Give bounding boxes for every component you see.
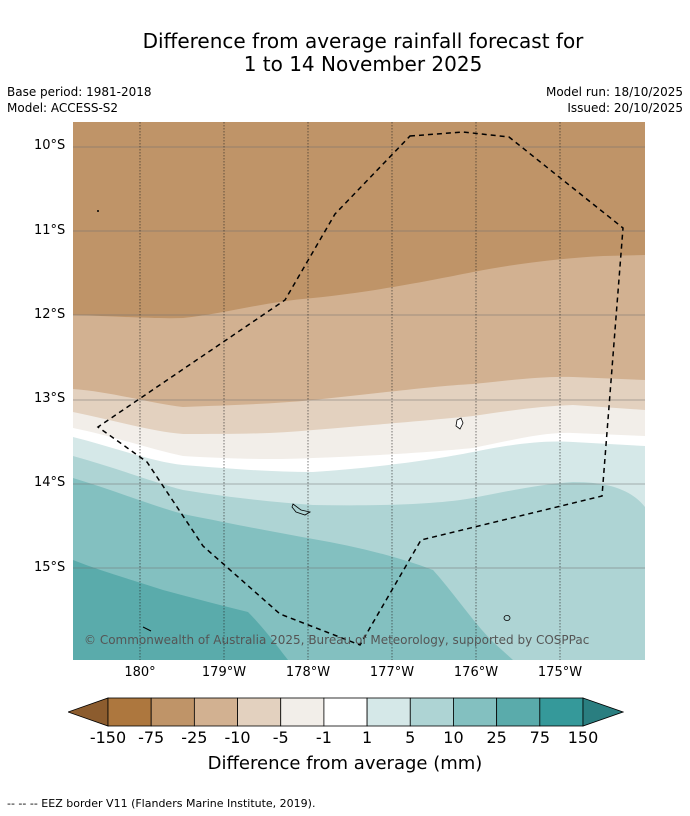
- colorbar-under: [68, 697, 109, 727]
- lat-label-15s: 15°S: [34, 560, 66, 575]
- colorbar-cell: [193, 697, 238, 727]
- lon-label-178w: 178°W: [285, 665, 331, 680]
- lon-label-177w: 177°W: [369, 665, 415, 680]
- model-name: Model: ACCESS-S2: [7, 101, 119, 115]
- base-period: Base period: 1981-2018: [7, 85, 152, 99]
- island-central: [291, 503, 312, 516]
- lon-label-175w: 175°W: [537, 665, 583, 680]
- colorbar-over: [582, 697, 624, 727]
- map-title: Difference from average rainfall forecas…: [0, 30, 690, 76]
- colorbar-tick-label: 1: [361, 728, 373, 747]
- lat-label-14s: 14°S: [34, 475, 66, 490]
- colorbar-cell: [150, 697, 195, 727]
- colorbar-cell: [323, 697, 368, 727]
- colorbar-cell: [539, 697, 584, 727]
- model-run: Model run: 18/10/2025: [545, 85, 683, 99]
- island-northwest: [97, 210, 99, 212]
- band-plus-25: [73, 560, 288, 660]
- island-southwest: [142, 626, 152, 632]
- colorbar-cell: [366, 697, 411, 727]
- lat-label-13s: 13°S: [34, 391, 66, 406]
- island-east: [455, 417, 464, 430]
- lat-label-11s: 11°S: [34, 223, 66, 238]
- island-southeast: [503, 614, 511, 621]
- rainfall-map: [73, 122, 645, 660]
- lon-label-180: 180°: [124, 665, 156, 680]
- colorbar-cell: [107, 697, 152, 727]
- meta-right: Model run: 18/10/2025 Issued: 20/10/2025: [546, 84, 683, 116]
- colorbar-cell: [453, 697, 498, 727]
- colorbar-tick-label: -75: [138, 728, 165, 747]
- title-line-1: Difference from average rainfall forecas…: [142, 29, 584, 53]
- colorbar-tick-label: -150: [89, 728, 127, 747]
- colorbar-tick-label: -1: [315, 728, 332, 747]
- colorbar-cell: [280, 697, 325, 727]
- colorbar-tick-label: 75: [529, 728, 550, 747]
- meta-left: Base period: 1981-2018 Model: ACCESS-S2: [7, 84, 152, 116]
- colorbar-cell: [496, 697, 541, 727]
- colorbar: [68, 697, 624, 727]
- eez-border: [96, 131, 624, 646]
- eez-footer: -- -- -- EEZ border V11 (Flanders Marine…: [7, 797, 316, 810]
- colorbar-tick-label: -25: [181, 728, 208, 747]
- issued-date: Issued: 20/10/2025: [567, 101, 683, 115]
- colorbar-tick-label: 5: [405, 728, 416, 747]
- colorbar-tick-label: -5: [272, 728, 289, 747]
- colorbar-cell: [237, 697, 282, 727]
- colorbar-cell: [409, 697, 454, 727]
- lat-label-12s: 12°S: [34, 307, 66, 322]
- copyright: © Commonwealth of Australia 2025, Bureau…: [84, 633, 590, 647]
- colorbar-tick-label: 150: [567, 728, 599, 747]
- colorbar-label: Difference from average (mm): [207, 753, 483, 774]
- colorbar-tick-label: 25: [486, 728, 507, 747]
- lon-label-179w: 179°W: [201, 665, 247, 680]
- lon-label-176w: 176°W: [453, 665, 499, 680]
- colorbar-tick-label: -10: [224, 728, 251, 747]
- colorbar-tick-label: 10: [443, 728, 464, 747]
- title-line-2: 1 to 14 November 2025: [243, 52, 483, 76]
- lat-label-10s: 10°S: [34, 138, 66, 153]
